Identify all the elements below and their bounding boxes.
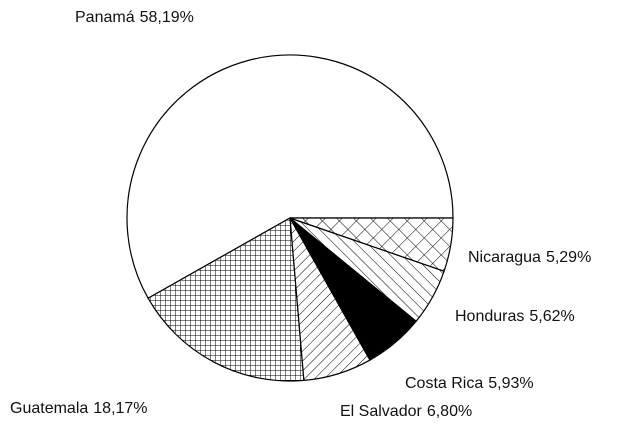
value-label: 5,29%	[546, 249, 591, 266]
slice-label: El Salvador 6,80%	[340, 403, 472, 420]
slice-label: Panamá 58,19%	[75, 9, 194, 26]
slice-label: Honduras 5,62%	[455, 308, 575, 325]
category-name: Nicaragua	[468, 249, 541, 266]
category-name: Costa Rica	[405, 375, 483, 392]
value-label: 58,19%	[140, 9, 194, 26]
pie-slice	[289, 217, 454, 272]
category-name: Honduras	[455, 308, 524, 325]
category-name: Guatemala	[10, 400, 88, 417]
value-label: 5,62%	[529, 308, 574, 325]
value-label: 6,80%	[427, 403, 472, 420]
value-label: 5,93%	[488, 375, 533, 392]
value-label: 18,17%	[93, 400, 147, 417]
pie-slice	[147, 217, 305, 382]
labels: Panamá 58,19% Guatemala 18,17% El Salvador 6,…	[10, 9, 591, 420]
slice-label: Guatemala 18,17%	[10, 400, 148, 417]
category-name: El Salvador	[340, 403, 422, 420]
pie-slice	[126, 54, 454, 300]
slice-label: Costa Rica 5,93%	[405, 375, 534, 392]
slice-label: Nicaragua 5,29%	[468, 249, 591, 266]
category-name: Panamá	[75, 9, 135, 26]
pie	[126, 54, 454, 382]
